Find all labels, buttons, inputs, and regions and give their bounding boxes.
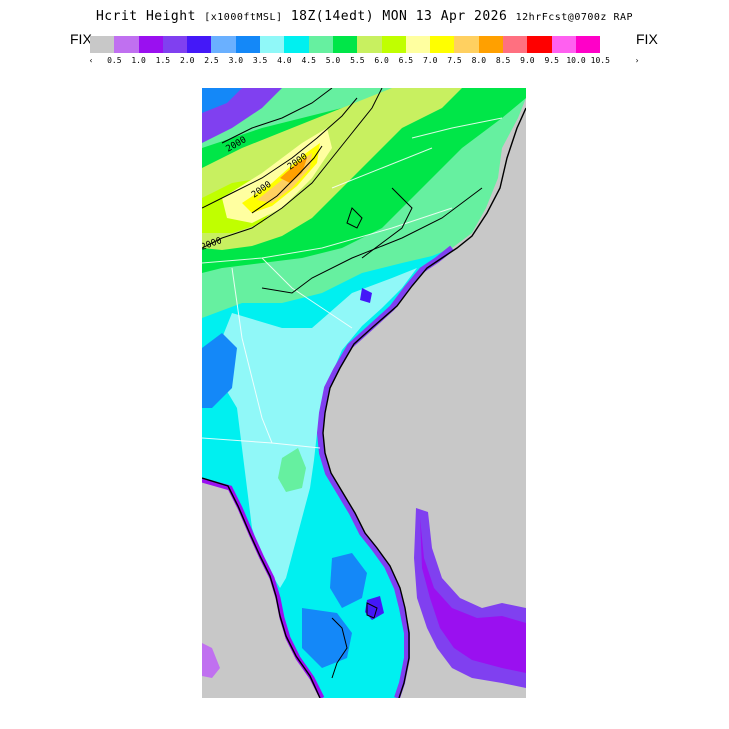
chart-title: Hcrit Height [x1000ftMSL] 18Z(14edt) MON… — [0, 9, 729, 24]
legend-swatch — [260, 36, 285, 53]
title-valid: 18Z(14edt) MON 13 Apr 2026 — [290, 9, 508, 24]
legend-tick-label: 9.5 — [544, 56, 559, 65]
field-green-florida — [278, 448, 306, 492]
legend-tick-label: 1.5 — [155, 56, 171, 65]
legend-swatch — [551, 36, 576, 53]
legend-tick-label: 6.0 — [374, 56, 389, 65]
legend-swatch — [162, 36, 188, 53]
field-blue-west — [202, 333, 237, 408]
coastline-gulf — [202, 477, 321, 698]
color-legend — [90, 36, 601, 53]
field-blue-nw — [202, 88, 242, 113]
legend-tick-label: 9.0 — [520, 56, 535, 65]
legend-swatch — [187, 36, 212, 53]
legend-swatch — [357, 36, 382, 53]
legend-swatch — [138, 36, 163, 53]
legend-tick-label: 4.5 — [301, 56, 316, 65]
legend-swatch — [308, 36, 333, 53]
legend-swatch — [114, 36, 139, 53]
legend-swatch — [90, 36, 115, 53]
title-forecast: 12hrFcst@0700z RAP — [515, 12, 634, 23]
field-blue-fl-sw — [330, 553, 367, 608]
legend-tick-label: 0.5 — [107, 56, 122, 65]
legend-swatch — [235, 36, 261, 53]
legend-swatch — [211, 36, 236, 53]
legend-tick-label: 6.5 — [398, 56, 414, 65]
legend-tick-label: 3.0 — [228, 56, 244, 65]
legend-tick-label: 2.5 — [204, 56, 219, 65]
field-blue-coast-sc — [360, 288, 372, 303]
legend-tick-label: 2.0 — [179, 56, 195, 65]
legend-swatch — [575, 36, 601, 53]
legend-tick-label: 10.0 — [566, 56, 586, 65]
legend-swatch — [405, 36, 431, 53]
legend-swatch — [503, 36, 528, 53]
legend-tick-label: 8.5 — [495, 56, 511, 65]
legend-swatch — [454, 36, 479, 53]
legend-right-arrow: › — [634, 56, 640, 65]
legend-tick-label: 7.5 — [447, 56, 462, 65]
legend-tick-label: 8.0 — [471, 56, 487, 65]
legend-swatch — [332, 36, 358, 53]
legend-tick-label: 10.5 — [590, 56, 610, 65]
color-legend-ticks: ‹ › 0.5 1.0 1.5 2.0 2.5 3.0 3.5 4.0 4.5 5.0 5.5 6.0… — [0, 56, 729, 68]
contour-lines — [202, 88, 483, 679]
field-violet-bahamas — [420, 518, 526, 673]
legend-tick-label: 3.5 — [252, 56, 268, 65]
legend-tick-label: 4.0 — [277, 56, 292, 65]
field-purple-coast — [316, 245, 454, 698]
field-blue-fl-lake — [365, 596, 384, 620]
legend-swatch — [381, 36, 406, 53]
legend-tick-label: 1.0 — [131, 56, 146, 65]
colorbar-right-label: FIX — [636, 31, 658, 47]
hcrit-map: 2000 2000 2000 2000 — [202, 88, 526, 698]
legend-tick-label: 5.0 — [325, 56, 341, 65]
legend-swatch — [478, 36, 504, 53]
title-main: Hcrit Height — [95, 9, 196, 24]
coastline — [322, 107, 526, 698]
state-borders — [202, 117, 503, 449]
field-purple-gulf-sw — [202, 643, 220, 678]
legend-tick-label: 5.5 — [350, 56, 365, 65]
legend-tick-label: 7.0 — [422, 56, 438, 65]
field-blue-fl-south — [302, 608, 352, 668]
legend-swatch — [284, 36, 309, 53]
field-light-cyan — [212, 268, 417, 588]
legend-swatch — [430, 36, 455, 53]
title-units: [x1000ftMSL] — [204, 12, 283, 23]
legend-swatch — [527, 36, 552, 53]
legend-left-arrow: ‹ — [88, 56, 94, 65]
field-orange — [280, 158, 307, 183]
map-panel: 2000 2000 2000 2000 — [202, 88, 526, 698]
colorbar-left-label: FIX — [70, 31, 92, 47]
